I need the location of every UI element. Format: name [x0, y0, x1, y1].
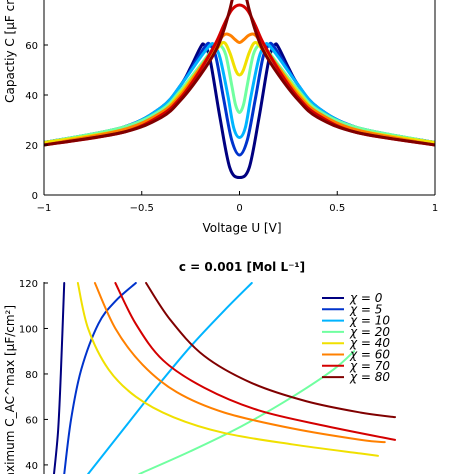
top-y-tick-label: 20: [25, 141, 38, 152]
top-x-tick-label: 0: [236, 203, 242, 214]
top-series-group: [44, 0, 435, 179]
top-y-tick-label: 40: [25, 91, 38, 102]
bottom-y-tick-label: 80: [25, 370, 38, 381]
top-series-line-2: [44, 41, 435, 144]
bottom-series-line-4: [76, 282, 379, 457]
bottom-y-tick-label: 60: [25, 415, 38, 426]
top-x-tick-label: −1: [37, 203, 52, 214]
legend-label: χ = 80: [349, 370, 390, 384]
legend-label: χ = 60: [349, 348, 390, 362]
bottom-y-tick-label: 120: [19, 279, 38, 290]
legend-label: χ = 5: [349, 302, 382, 316]
top-series-line-0: [44, 42, 435, 179]
top-x-tick-label: 0.5: [329, 203, 345, 214]
top-x-tick-label: −0.5: [130, 203, 154, 214]
bottom-series-line-2: [87, 282, 253, 474]
top-series-line-5: [44, 32, 435, 147]
bottom-series-line-3: [138, 350, 356, 474]
top-series-line-7: [44, 0, 435, 147]
legend-label: χ = 10: [349, 314, 390, 328]
bottom-y-tick-label: 40: [25, 461, 38, 472]
bottom-chart: c = 0.001 [Mol L⁻¹] 40 60 80 100 120 maximum…: [3, 260, 396, 474]
bottom-series-line-0: [53, 282, 66, 474]
bottom-series-line-6: [114, 282, 396, 441]
top-chart: −1 −0.5 0 0.5 1 0 20 40 60 Voltage U [V] Capacti…: [3, 0, 438, 235]
legend-label: χ = 40: [349, 336, 390, 350]
bottom-chart-title: c = 0.001 [Mol L⁻¹]: [179, 260, 305, 274]
top-x-tick-label: 1: [432, 203, 438, 214]
bottom-y-tick-label: 100: [19, 324, 38, 335]
bottom-series-group: [53, 282, 396, 474]
top-series-line-6: [44, 3, 435, 147]
top-y-tick-label: 60: [25, 41, 38, 52]
top-series-line-3: [44, 42, 435, 144]
legend-label: χ = 20: [349, 325, 390, 339]
top-x-axis-label: Voltage U [V]: [203, 221, 282, 235]
legend-label: χ = 70: [349, 359, 390, 373]
bottom-ticks: 40 60 80 100 120: [19, 279, 48, 472]
bottom-y-axis-label: maximum C_AC^max [μF/cm²]: [3, 305, 17, 474]
bottom-legend: χ = 0χ = 5χ = 10χ = 20χ = 40χ = 60χ = 70…: [322, 291, 390, 384]
bottom-series-line-1: [63, 282, 137, 474]
legend-label: χ = 0: [349, 291, 383, 305]
bottom-series-line-7: [145, 282, 396, 419]
top-ticks: −1 −0.5 0 0.5 1 0 20 40 60: [25, 41, 438, 214]
top-y-axis-label: Capactiy C [μF cm: [3, 0, 17, 103]
top-y-tick-label: 0: [32, 191, 38, 202]
top-series-line-4: [44, 40, 435, 144]
bottom-series-line-5: [93, 282, 386, 444]
